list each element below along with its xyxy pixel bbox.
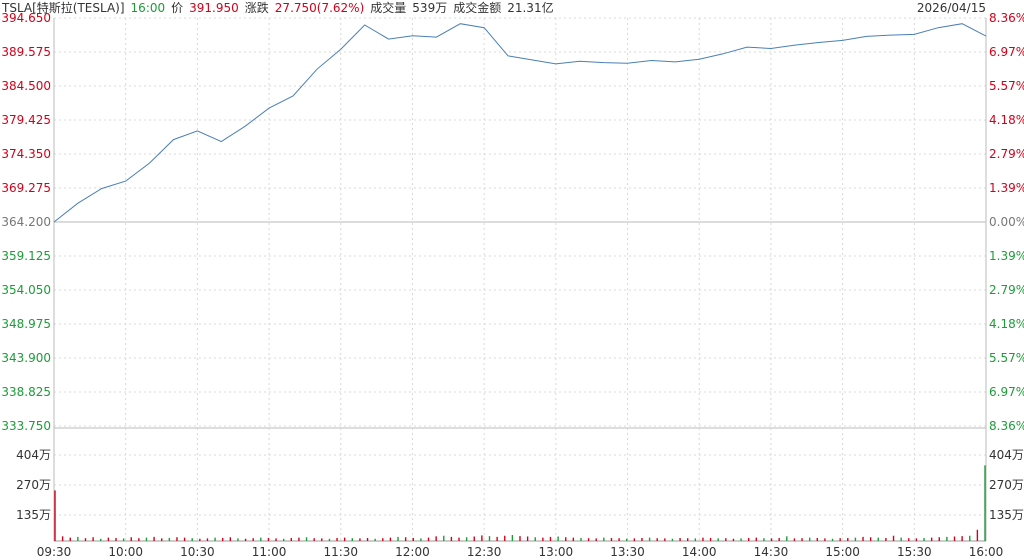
change-label: 涨跌 (244, 1, 269, 15)
volume-tick-right: 404万 (989, 448, 1024, 462)
y-tick-left: 359.125 (1, 249, 51, 263)
y-tick-right: 6.97% (989, 45, 1024, 59)
volume-bars (54, 465, 986, 541)
volume-tick-left: 404万 (16, 448, 51, 462)
amount-value: 21.31亿 (507, 1, 554, 15)
y-tick-left: 394.650 (1, 11, 51, 25)
x-tick: 12:30 (467, 545, 502, 559)
y-tick-left: 333.750 (1, 419, 51, 433)
volume-label: 成交量 (370, 1, 407, 15)
x-tick: 15:00 (825, 545, 860, 559)
x-tick: 09:30 (37, 545, 72, 559)
y-tick-right: 5.57% (989, 79, 1024, 93)
y-tick-right: 1.39% (989, 181, 1024, 195)
y-tick-left: 354.050 (1, 283, 51, 297)
x-tick: 11:00 (252, 545, 287, 559)
y-tick-left: 374.350 (1, 147, 51, 161)
y-tick-left: 348.975 (1, 317, 51, 331)
quote-header: TSLA[特斯拉(TESLA)] 16:00 价 391.950 涨跌 27.750(7.… (2, 0, 560, 16)
y-tick-left: 364.200 (1, 215, 51, 229)
y-tick-right: 8.36% (989, 419, 1024, 433)
x-tick: 16:00 (969, 545, 1004, 559)
axis-labels: 394.650 8.36% 389.575 6.97% 384.500 5.57% 379.… (1, 11, 1024, 559)
y-tick-left: 343.900 (1, 351, 51, 365)
x-tick: 13:00 (539, 545, 574, 559)
symbol-label: TSLA[特斯拉(TESLA)] (2, 1, 125, 15)
y-tick-left: 338.825 (1, 385, 51, 399)
change-value: 27.750(7.62%) (274, 1, 365, 15)
volume-tick-right: 135万 (989, 508, 1024, 522)
y-tick-right: 8.36% (989, 11, 1024, 25)
y-tick-right: 6.97% (989, 385, 1024, 399)
x-tick: 15:30 (897, 545, 932, 559)
y-tick-right: 0.00% (989, 215, 1024, 229)
volume-tick-right: 270万 (989, 478, 1024, 492)
y-tick-left: 379.425 (1, 113, 51, 127)
x-tick: 12:00 (395, 545, 430, 559)
y-tick-right: 2.79% (989, 147, 1024, 161)
y-tick-left: 389.575 (1, 45, 51, 59)
x-tick: 14:00 (682, 545, 717, 559)
price-line (53, 23, 987, 223)
time-value: 16:00 (130, 1, 166, 15)
y-tick-right: 2.79% (989, 283, 1024, 297)
y-tick-left: 369.275 (1, 181, 51, 195)
price-series (53, 23, 987, 223)
y-tick-right: 1.39% (989, 249, 1024, 263)
x-tick: 10:30 (180, 545, 215, 559)
y-tick-right: 5.57% (989, 351, 1024, 365)
grid-lines (53, 17, 987, 542)
price-value: 391.950 (189, 1, 239, 15)
y-tick-left: 384.500 (1, 79, 51, 93)
x-tick: 11:30 (323, 545, 358, 559)
date-label: 2026/04/15 (916, 1, 986, 15)
y-tick-right: 4.18% (989, 113, 1024, 127)
volume-tick-left: 270万 (16, 478, 51, 492)
amount-label: 成交金额 (453, 1, 502, 15)
volume-value: 539万 (412, 1, 448, 15)
volume-tick-left: 135万 (16, 508, 51, 522)
x-tick: 13:30 (610, 545, 645, 559)
x-tick: 14:30 (754, 545, 789, 559)
x-tick: 10:00 (108, 545, 143, 559)
y-tick-right: 4.18% (989, 317, 1024, 331)
price-label: 价 (171, 1, 184, 15)
